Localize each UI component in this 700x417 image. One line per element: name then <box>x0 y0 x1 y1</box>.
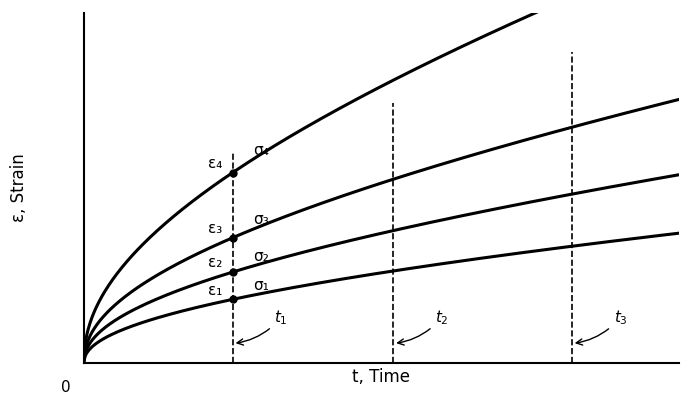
Text: $t_1$: $t_1$ <box>237 308 288 345</box>
Text: ε₂: ε₂ <box>208 255 222 270</box>
Text: ε₁: ε₁ <box>208 283 222 298</box>
Text: 0: 0 <box>62 380 71 395</box>
Text: ε₄: ε₄ <box>208 156 222 171</box>
Text: ε, Strain: ε, Strain <box>10 153 27 222</box>
Text: σ₂: σ₂ <box>253 249 270 264</box>
Text: σ₃: σ₃ <box>253 212 270 227</box>
Text: $t_3$: $t_3$ <box>576 308 627 345</box>
Text: σ₄: σ₄ <box>253 143 270 158</box>
Text: ε₃: ε₃ <box>208 221 222 236</box>
Text: σ₁: σ₁ <box>253 278 270 293</box>
X-axis label: t, Time: t, Time <box>353 368 410 386</box>
Text: $t_2$: $t_2$ <box>398 308 449 345</box>
